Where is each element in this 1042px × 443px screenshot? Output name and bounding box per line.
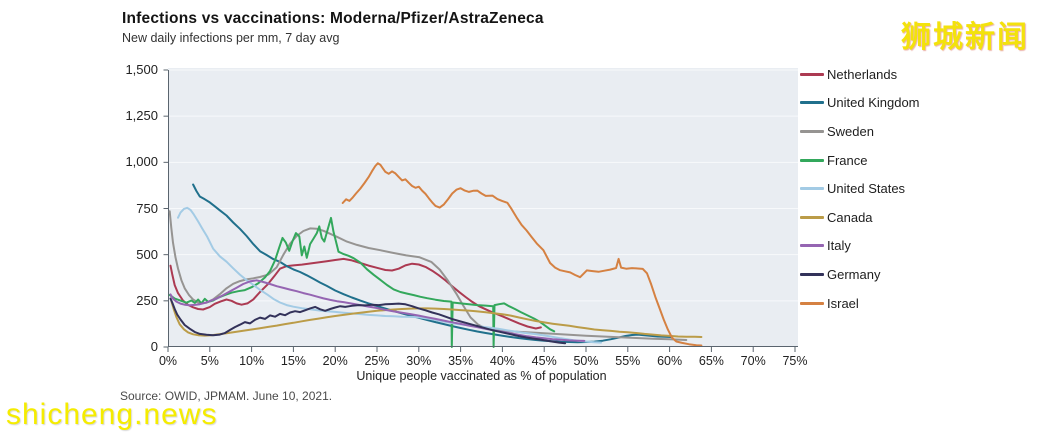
- legend-swatch-germany: [800, 272, 824, 276]
- watermark-shicheng-chinese: 狮城新闻: [901, 20, 1029, 55]
- legend-label-sweden: Sweden: [827, 123, 874, 139]
- x-axis-tick-label: 0%: [158, 354, 178, 368]
- y-axis-tick-label: 250: [136, 292, 158, 308]
- x-axis-tick-label: 30%: [406, 354, 432, 368]
- legend-item-france: France: [800, 146, 920, 175]
- series-line-netherlands: [169, 257, 542, 330]
- x-axis-tick-label: 10%: [239, 354, 265, 368]
- legend-label-united-states: United States: [827, 181, 906, 197]
- x-axis-tick-label: 35%: [448, 354, 474, 368]
- legend: Netherlands United Kingdom Sweden France Uni…: [800, 60, 920, 317]
- legend-swatch-united-states: [800, 187, 824, 191]
- x-axis-tick-label: 40%: [489, 354, 515, 368]
- legend-swatch-canada: [800, 215, 824, 219]
- y-axis-tick-label: 1,250: [125, 108, 158, 124]
- chart-title: Infections vs vaccinations: Moderna/Pfiz…: [122, 10, 544, 27]
- legend-label-germany: Germany: [827, 266, 881, 282]
- legend-label-united-kingdom: United Kingdom: [827, 95, 920, 111]
- x-axis-tick-label: 55%: [615, 354, 641, 368]
- legend-item-netherlands: Netherlands: [800, 60, 920, 89]
- x-axis-tick-label: 60%: [657, 354, 683, 368]
- legend-item-canada: Canada: [800, 203, 920, 232]
- legend-swatch-france: [800, 158, 824, 162]
- x-axis-tick-label: 5%: [200, 354, 219, 368]
- series-line-germany: [169, 297, 567, 345]
- legend-label-france: France: [827, 152, 868, 168]
- legend-label-italy: Italy: [827, 238, 851, 254]
- x-axis-tick-label: 20%: [322, 354, 348, 368]
- x-axis-tick-label: 70%: [740, 354, 766, 368]
- legend-item-sweden: Sweden: [800, 117, 920, 146]
- x-axis-tick-label: 45%: [531, 354, 557, 368]
- legend-label-netherlands: Netherlands: [827, 66, 898, 82]
- legend-item-united-states: United States: [800, 174, 920, 203]
- x-axis-tick-label: 50%: [573, 354, 599, 368]
- legend-label-canada: Canada: [827, 209, 873, 225]
- y-axis-tick-label: 1,000: [125, 154, 158, 170]
- x-axis-tick-label: 65%: [698, 354, 724, 368]
- legend-item-israel: Israel: [800, 289, 920, 318]
- legend-swatch-netherlands: [800, 72, 824, 76]
- x-axis-tick-label: 75%: [782, 354, 808, 368]
- series-line-israel: [341, 162, 703, 347]
- legend-item-united-kingdom: United Kingdom: [800, 89, 920, 118]
- watermark-shicheng-news: shicheng.news: [6, 398, 218, 431]
- chart-subtitle: New daily infections per mm, 7 day avg: [122, 31, 340, 45]
- y-axis-tick-label: 1,500: [125, 62, 158, 77]
- legend-swatch-italy: [800, 244, 824, 248]
- source-note: Source: OWID, JPMAM. June 10, 2021.: [120, 389, 333, 403]
- x-axis-tick-label: 15%: [280, 354, 306, 368]
- legend-item-germany: Germany: [800, 260, 920, 289]
- series-line-france: [168, 216, 556, 348]
- legend-label-israel: Israel: [827, 295, 859, 311]
- legend-swatch-sweden: [800, 129, 824, 133]
- legend-swatch-israel: [800, 301, 824, 305]
- legend-swatch-united-kingdom: [800, 101, 824, 105]
- y-axis-tick-label: 0: [150, 339, 158, 354]
- y-axis-tick-label: 750: [136, 200, 158, 216]
- y-axis-tick-label: 500: [136, 246, 158, 262]
- x-axis-tick-label: 25%: [364, 354, 390, 368]
- x-axis-title: Unique people vaccinated as % of populat…: [356, 369, 607, 383]
- chart-plot-area: [163, 68, 798, 352]
- series-line-united-states: [177, 206, 602, 344]
- legend-item-italy: Italy: [800, 232, 920, 261]
